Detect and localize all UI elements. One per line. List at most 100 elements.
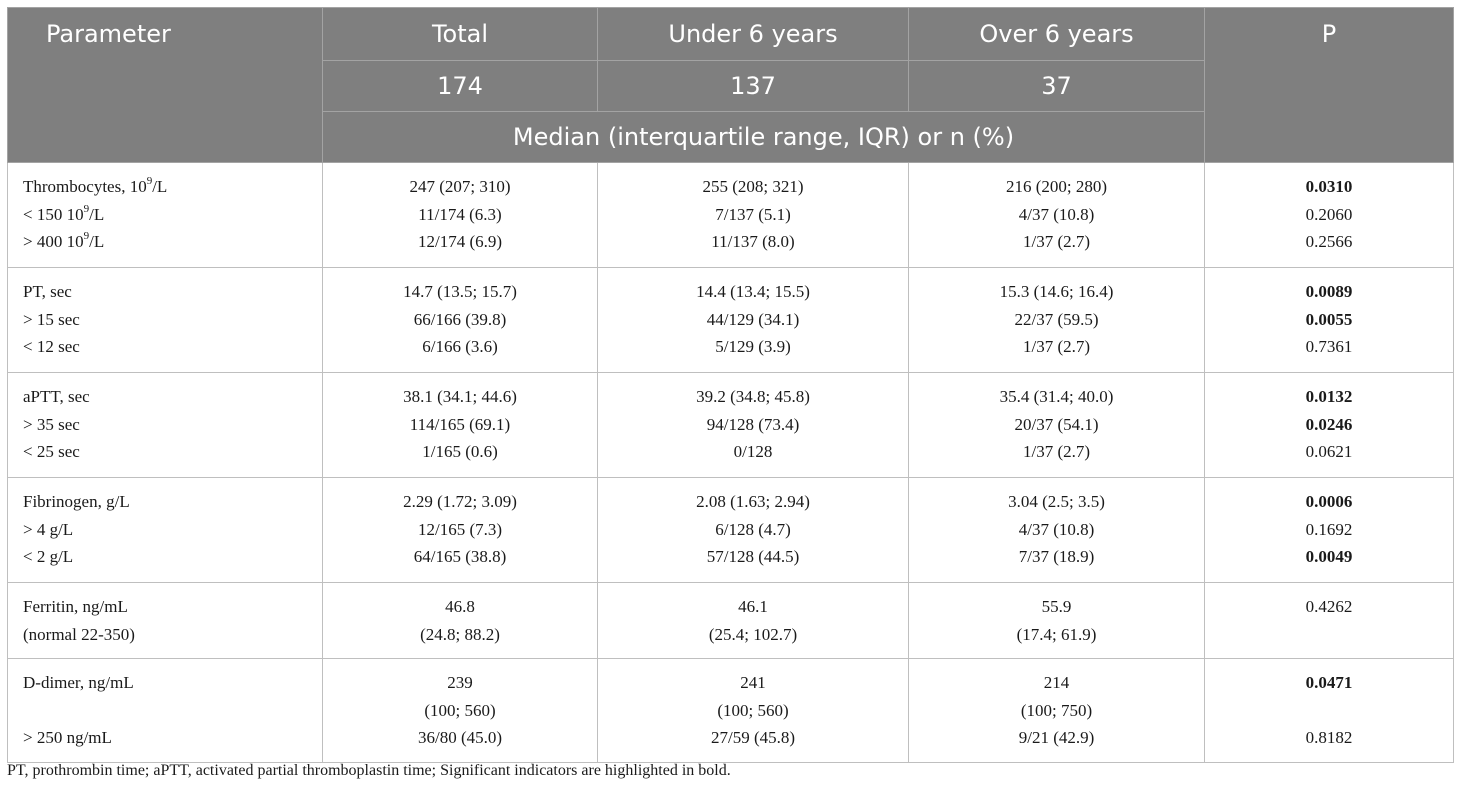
cell-value: 35.4 (31.4; 40.0): [999, 387, 1114, 406]
row-label-cell: Fibrinogen, g/L > 4 g/L < 2 g/L: [7, 477, 323, 583]
col-header-total: Total: [322, 7, 598, 61]
total-cell: 46.8 (24.8; 88.2): [322, 582, 598, 659]
row-label-cell: Ferritin, ng/mL (normal 22-350): [7, 582, 323, 659]
under6-cell: 2.08 (1.63; 2.94) 6/128 (4.7) 57/128 (44…: [597, 477, 909, 583]
results-table: Parameter Total Under 6 years Over 6 yea…: [7, 7, 1454, 763]
row-label: PT, sec: [23, 282, 72, 301]
p-value-significant: 0.0310: [1305, 177, 1353, 196]
total-cell: 2.29 (1.72; 3.09) 12/165 (7.3) 64/165 (3…: [322, 477, 598, 583]
cell-value: 27/59 (45.8): [710, 728, 796, 747]
p-cell: 0.0006 0.1692 0.0049: [1204, 477, 1454, 583]
p-cell: 0.0471 0.8182: [1204, 658, 1454, 763]
p-value-spacer: [1205, 697, 1453, 725]
p-cell: 0.4262: [1204, 582, 1454, 659]
p-value-significant: 0.0006: [1305, 492, 1353, 511]
under6-cell: 255 (208; 321) 7/137 (5.1) 11/137 (8.0): [597, 162, 909, 268]
cell-value: 39.2 (34.8; 45.8): [696, 387, 810, 406]
p-value: 0.8182: [1305, 728, 1353, 747]
col-header-over6: Over 6 years: [908, 7, 1205, 61]
over6-cell: 216 (200; 280) 4/37 (10.8) 1/37 (2.7): [908, 162, 1205, 268]
p-value-significant: 0.0471: [1305, 673, 1353, 692]
cell-value: 57/128 (44.5): [706, 547, 800, 566]
row-label: > 15 sec: [23, 309, 80, 329]
row-label: > 250 ng/mL: [23, 728, 112, 747]
table-row-d-dimer: D-dimer, ng/mL > 250 ng/mL 239 (100; 560…: [7, 658, 1454, 763]
p-cell: 0.0132 0.0246 0.0621: [1204, 372, 1454, 478]
cell-value: 247 (207; 310): [409, 177, 511, 196]
cell-value: 214: [1043, 673, 1070, 692]
col-header-under6: Under 6 years: [597, 7, 909, 61]
row-label: D-dimer, ng/mL: [23, 673, 134, 692]
p-value: 0.1692: [1305, 519, 1353, 539]
row-label: aPTT, sec: [23, 387, 90, 406]
under6-cell: 39.2 (34.8; 45.8) 94/128 (73.4) 0/128: [597, 372, 909, 478]
n-over6: 37: [908, 60, 1205, 112]
cell-value: 114/165 (69.1): [409, 414, 511, 434]
cell-value: 241: [740, 673, 766, 692]
cell-value: (100; 560): [717, 700, 789, 720]
cell-value: 4/37 (10.8): [1018, 519, 1095, 539]
cell-value: 239: [447, 673, 473, 692]
row-label: < 12 sec: [23, 337, 80, 356]
row-label: Ferritin, ng/mL: [23, 597, 128, 616]
row-label-cell: D-dimer, ng/mL > 250 ng/mL: [7, 658, 323, 763]
row-label: Thrombocytes, 109/L: [23, 175, 168, 196]
p-value-significant: 0.0132: [1305, 387, 1353, 406]
cell-value: (24.8; 88.2): [420, 624, 500, 644]
p-value: 0.0621: [1305, 442, 1353, 461]
table-footnote: PT, prothrombin time; aPTT, activated pa…: [7, 762, 731, 779]
p-value: 0.2060: [1305, 204, 1353, 224]
cell-value: 1/37 (2.7): [1022, 232, 1091, 251]
cell-value: 255 (208; 321): [702, 177, 804, 196]
cell-value: 44/129 (34.1): [706, 309, 800, 329]
row-label: < 2 g/L: [23, 547, 74, 566]
total-cell: 14.7 (13.5; 15.7) 66/166 (39.8) 6/166 (3…: [322, 267, 598, 373]
cell-value: 11/137 (8.0): [711, 232, 795, 251]
cell-value: 55.9: [1041, 597, 1072, 616]
row-label: < 25 sec: [23, 442, 80, 461]
cell-value: 94/128 (73.4): [706, 414, 800, 434]
n-under6: 137: [597, 60, 909, 112]
table-row-thrombocytes: Thrombocytes, 109/L < 150 109/L > 400 10…: [7, 162, 1454, 268]
cell-value: 66/166 (39.8): [413, 309, 507, 329]
cell-value: 64/165 (38.8): [413, 547, 507, 566]
col-header-parameter: Parameter: [7, 7, 323, 163]
row-label: > 35 sec: [23, 414, 80, 434]
table-row-pt: PT, sec > 15 sec < 12 sec 14.7 (13.5; 15…: [7, 267, 1454, 373]
p-value-significant: 0.0049: [1305, 547, 1353, 566]
cell-value: (100; 560): [424, 700, 496, 720]
row-label-cell: Thrombocytes, 109/L < 150 109/L > 400 10…: [7, 162, 323, 268]
cell-value: 2.08 (1.63; 2.94): [696, 492, 810, 511]
cell-value: 46.1: [738, 597, 768, 616]
p-value-significant: 0.0055: [1305, 309, 1353, 329]
cell-value: 7/37 (18.9): [1018, 547, 1095, 566]
cell-value: 11/174 (6.3): [418, 204, 502, 224]
row-label: < 150 109/L: [23, 202, 105, 224]
p-cell: 0.0089 0.0055 0.7361: [1204, 267, 1454, 373]
cell-value: 12/174 (6.9): [417, 232, 503, 251]
under6-cell: 241 (100; 560) 27/59 (45.8): [597, 658, 909, 763]
cell-value: 9/21 (42.9): [1018, 728, 1095, 747]
row-label-cell: PT, sec > 15 sec < 12 sec: [7, 267, 323, 373]
p-value: 0.2566: [1305, 232, 1353, 251]
over6-cell: 55.9 (17.4; 61.9): [908, 582, 1205, 659]
cell-value: 38.1 (34.1; 44.6): [403, 387, 517, 406]
col-header-p: P: [1204, 7, 1454, 163]
cell-value: (100; 750): [1020, 700, 1093, 720]
cell-value: 14.7 (13.5; 15.7): [403, 282, 517, 301]
n-total: 174: [322, 60, 598, 112]
p-value-significant: 0.0089: [1305, 282, 1353, 301]
cell-value: 14.4 (13.4; 15.5): [696, 282, 810, 301]
under6-cell: 46.1 (25.4; 102.7): [597, 582, 909, 659]
cell-value: 12/165 (7.3): [417, 519, 503, 539]
over6-cell: 214 (100; 750) 9/21 (42.9): [908, 658, 1205, 763]
total-cell: 38.1 (34.1; 44.6) 114/165 (69.1) 1/165 (…: [322, 372, 598, 478]
stat-note: Median (interquartile range, IQR) or n (…: [322, 111, 1205, 163]
table-row-fibrinogen: Fibrinogen, g/L > 4 g/L < 2 g/L 2.29 (1.…: [7, 477, 1454, 583]
row-label: > 400 109/L: [23, 230, 105, 251]
row-label: (normal 22-350): [23, 624, 135, 644]
over6-cell: 3.04 (2.5; 3.5) 4/37 (10.8) 7/37 (18.9): [908, 477, 1205, 583]
cell-value: 6/128 (4.7): [715, 519, 791, 539]
p-value: 0.4262: [1305, 597, 1353, 616]
cell-value: 5/129 (3.9): [715, 337, 791, 356]
